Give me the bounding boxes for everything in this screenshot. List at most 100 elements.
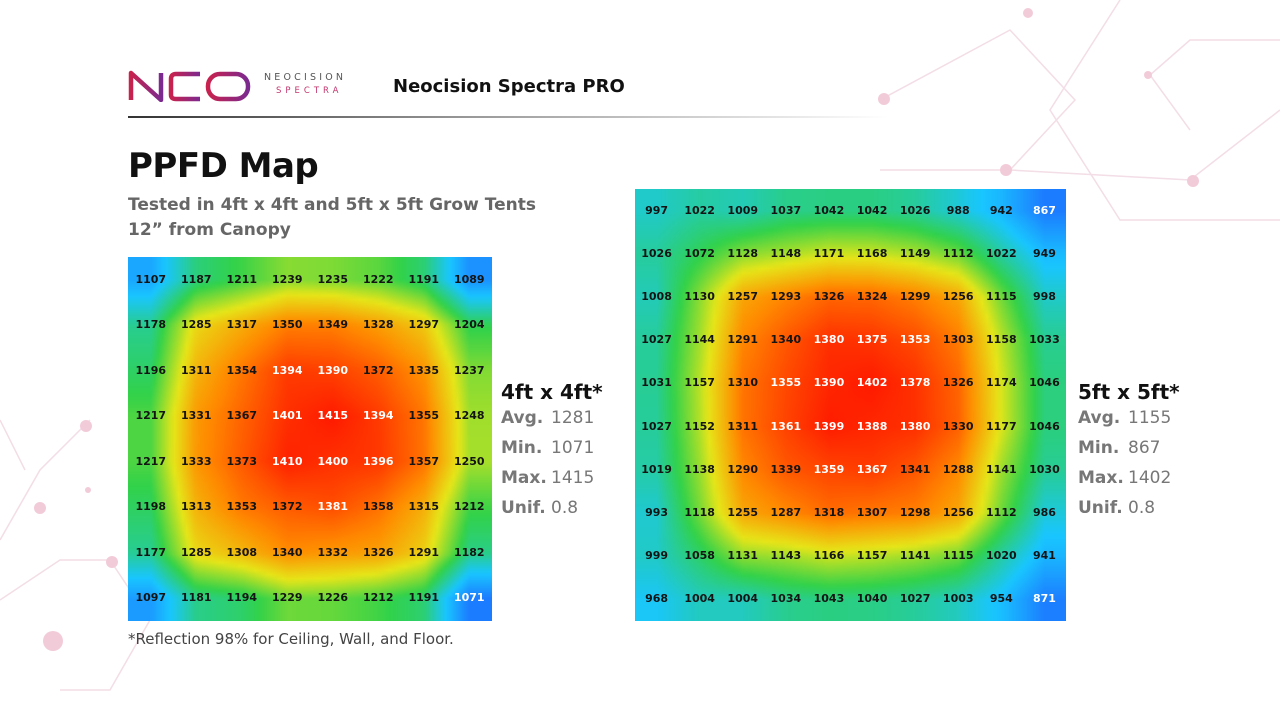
heatmap-cell-value: 1115 [986, 290, 1017, 303]
stat-row: Max. 1415 [501, 468, 603, 498]
heatmap-cell-value: 1373 [226, 454, 258, 468]
heatmap-cell-value: 1212 [453, 500, 485, 514]
heatmap-cell-value: 1255 [727, 506, 759, 519]
heatmap-cell-value: 1297 [408, 318, 440, 332]
heatmap-cell-value: 1022 [684, 203, 715, 217]
heatmap-cell-value: 1324 [856, 290, 888, 303]
stat-row: Max. 1402 [1078, 468, 1180, 498]
heatmap-cell-value: 1157 [856, 549, 888, 563]
heatmap-cell-value: 1257 [727, 290, 759, 303]
heatmap-cell-value: 1034 [770, 592, 802, 606]
heatmap-cell-value: 1355 [770, 376, 802, 390]
heatmap-cell-value: 1256 [942, 290, 974, 303]
heatmap-cell-value: 1118 [684, 506, 715, 519]
stat-row: Min. 1071 [501, 438, 603, 468]
heatmap-cell-value: 1303 [942, 333, 974, 347]
heatmap-cell-value: 1394 [271, 363, 303, 377]
heatmap-cell-value: 1152 [684, 419, 715, 433]
heatmap-cell-value: 1361 [770, 419, 802, 433]
heatmap-cell-value: 1217 [135, 409, 167, 423]
stat-label: Avg. [1078, 408, 1121, 428]
heatmap-cell-value: 1311 [180, 363, 212, 377]
heatmap-cell-value: 1367 [856, 462, 888, 476]
heatmap-cell-value: 1256 [942, 506, 974, 519]
heatmap-cell-value: 1415 [317, 409, 349, 423]
header-divider [128, 116, 888, 118]
heatmap-cell-value: 1357 [408, 454, 440, 468]
heatmap-cell-value: 1317 [226, 318, 258, 332]
heatmap-cell-value: 1191 [408, 272, 440, 286]
heatmap-cell-value: 1143 [770, 549, 802, 563]
heatmap-cell-value: 1250 [453, 454, 485, 468]
heatmap-cell-value: 1211 [226, 272, 258, 286]
stats-panel-5x5: 5ft x 5ft* Avg. 1155 Min. 867 Max. 1402 Unif. 0.… [1078, 380, 1180, 528]
heatmap-cell-value: 993 [645, 506, 669, 519]
heatmap-cell-value: 1046 [1029, 419, 1060, 433]
heatmap-cell-value: 968 [645, 592, 669, 606]
heatmap-cell-value: 1402 [856, 376, 888, 390]
heatmap-cell-value: 1248 [453, 409, 485, 423]
heatmap-cell-value: 1390 [813, 376, 845, 390]
heatmap-cell-value: 1307 [856, 506, 888, 519]
heatmap-cell-value: 1033 [1029, 333, 1060, 347]
stat-value: 1155 [1128, 408, 1172, 428]
heatmap-cell-value: 1315 [408, 500, 440, 514]
heatmap-cell-value: 1131 [727, 549, 759, 563]
heatmap-cell-value: 949 [1032, 246, 1056, 260]
heatmap-cell-value: 1330 [942, 419, 974, 433]
map-size-title-4x4: 4ft x 4ft* [501, 380, 603, 404]
heatmap-cell-value: 1158 [986, 333, 1017, 347]
heatmap-cell-value: 1141 [986, 462, 1017, 476]
heatmap-cell-value: 1349 [317, 318, 349, 332]
heatmap-cell-value: 1287 [770, 506, 802, 519]
heatmap-cell-value: 1030 [1029, 462, 1060, 476]
stats-panel-4x4: 4ft x 4ft* Avg. 1281 Min. 1071 Max. 1415 Unif. 0… [501, 380, 603, 528]
heatmap-cell-value: 1141 [899, 549, 931, 563]
heatmap-cell-value: 1229 [271, 591, 303, 605]
subtitle-test-conditions: Tested in 4ft x 4ft and 5ft x 5ft Grow T… [128, 195, 536, 215]
heatmap-cell-value: 1298 [899, 506, 931, 519]
product-title: Neocision Spectra PRO [393, 76, 625, 97]
heatmap-cell-value: 1291 [408, 545, 440, 559]
heatmap-cell-value: 1326 [942, 376, 974, 390]
heatmap-cell-value: 1367 [226, 409, 258, 423]
heatmap-cell-value: 1166 [813, 549, 845, 563]
heatmap-cell-value: 1128 [727, 246, 759, 260]
heatmap-cell-value: 942 [989, 203, 1013, 217]
heatmap-cell-value: 1399 [813, 419, 845, 433]
heatmap-cell-value: 1097 [135, 591, 167, 605]
heatmap-cell-value: 1378 [899, 376, 931, 390]
heatmap-cell-value: 1291 [727, 333, 759, 347]
heatmap-cell-value: 997 [645, 203, 669, 217]
heatmap-cell-value: 1318 [813, 506, 845, 519]
heatmap-cell-value: 1354 [226, 363, 258, 377]
heatmap-cell-value: 986 [1032, 506, 1056, 519]
heatmap-cell-value: 1178 [135, 318, 167, 332]
heatmap-cell-value: 1022 [986, 246, 1017, 260]
heatmap-cell-value: 1359 [813, 462, 845, 476]
heatmap-cell-value: 1308 [226, 545, 258, 559]
stat-label: Max. [1078, 468, 1124, 488]
heatmap-cell-value: 1027 [899, 592, 931, 606]
heatmap-cell-value: 1089 [453, 272, 485, 286]
stat-label: Avg. [501, 408, 544, 428]
heatmap-cell-value: 1177 [986, 419, 1017, 433]
heatmap-cell-value: 998 [1032, 290, 1056, 303]
stat-label: Max. [501, 468, 547, 488]
heatmap-cell-value: 1310 [727, 376, 759, 390]
stat-row: Avg. 1155 [1078, 408, 1180, 438]
heatmap-cell-value: 1400 [317, 454, 349, 468]
stat-value: 1415 [551, 468, 595, 488]
ppfd-map-5x5: 997 1022 1009 1037 1042 1042 1026 988 942 867 1026… [635, 189, 1066, 621]
stat-row: Avg. 1281 [501, 408, 603, 438]
heatmap-cell-value: 1071 [453, 591, 485, 605]
heatmap-cell-value: 1138 [684, 462, 715, 476]
brand-wordmark: NEOCISION SPECTRA [264, 72, 346, 96]
heatmap-cell-value: 1026 [641, 246, 672, 260]
heatmap-cell-value: 1042 [813, 203, 845, 217]
heatmap-cell-value: 988 [946, 203, 970, 217]
heatmap-cell-value: 1031 [641, 376, 672, 390]
heatmap-cell-value: 1182 [453, 545, 485, 559]
heatmap-cell-value: 1353 [899, 333, 931, 347]
heatmap-cell-value: 1358 [362, 500, 394, 514]
